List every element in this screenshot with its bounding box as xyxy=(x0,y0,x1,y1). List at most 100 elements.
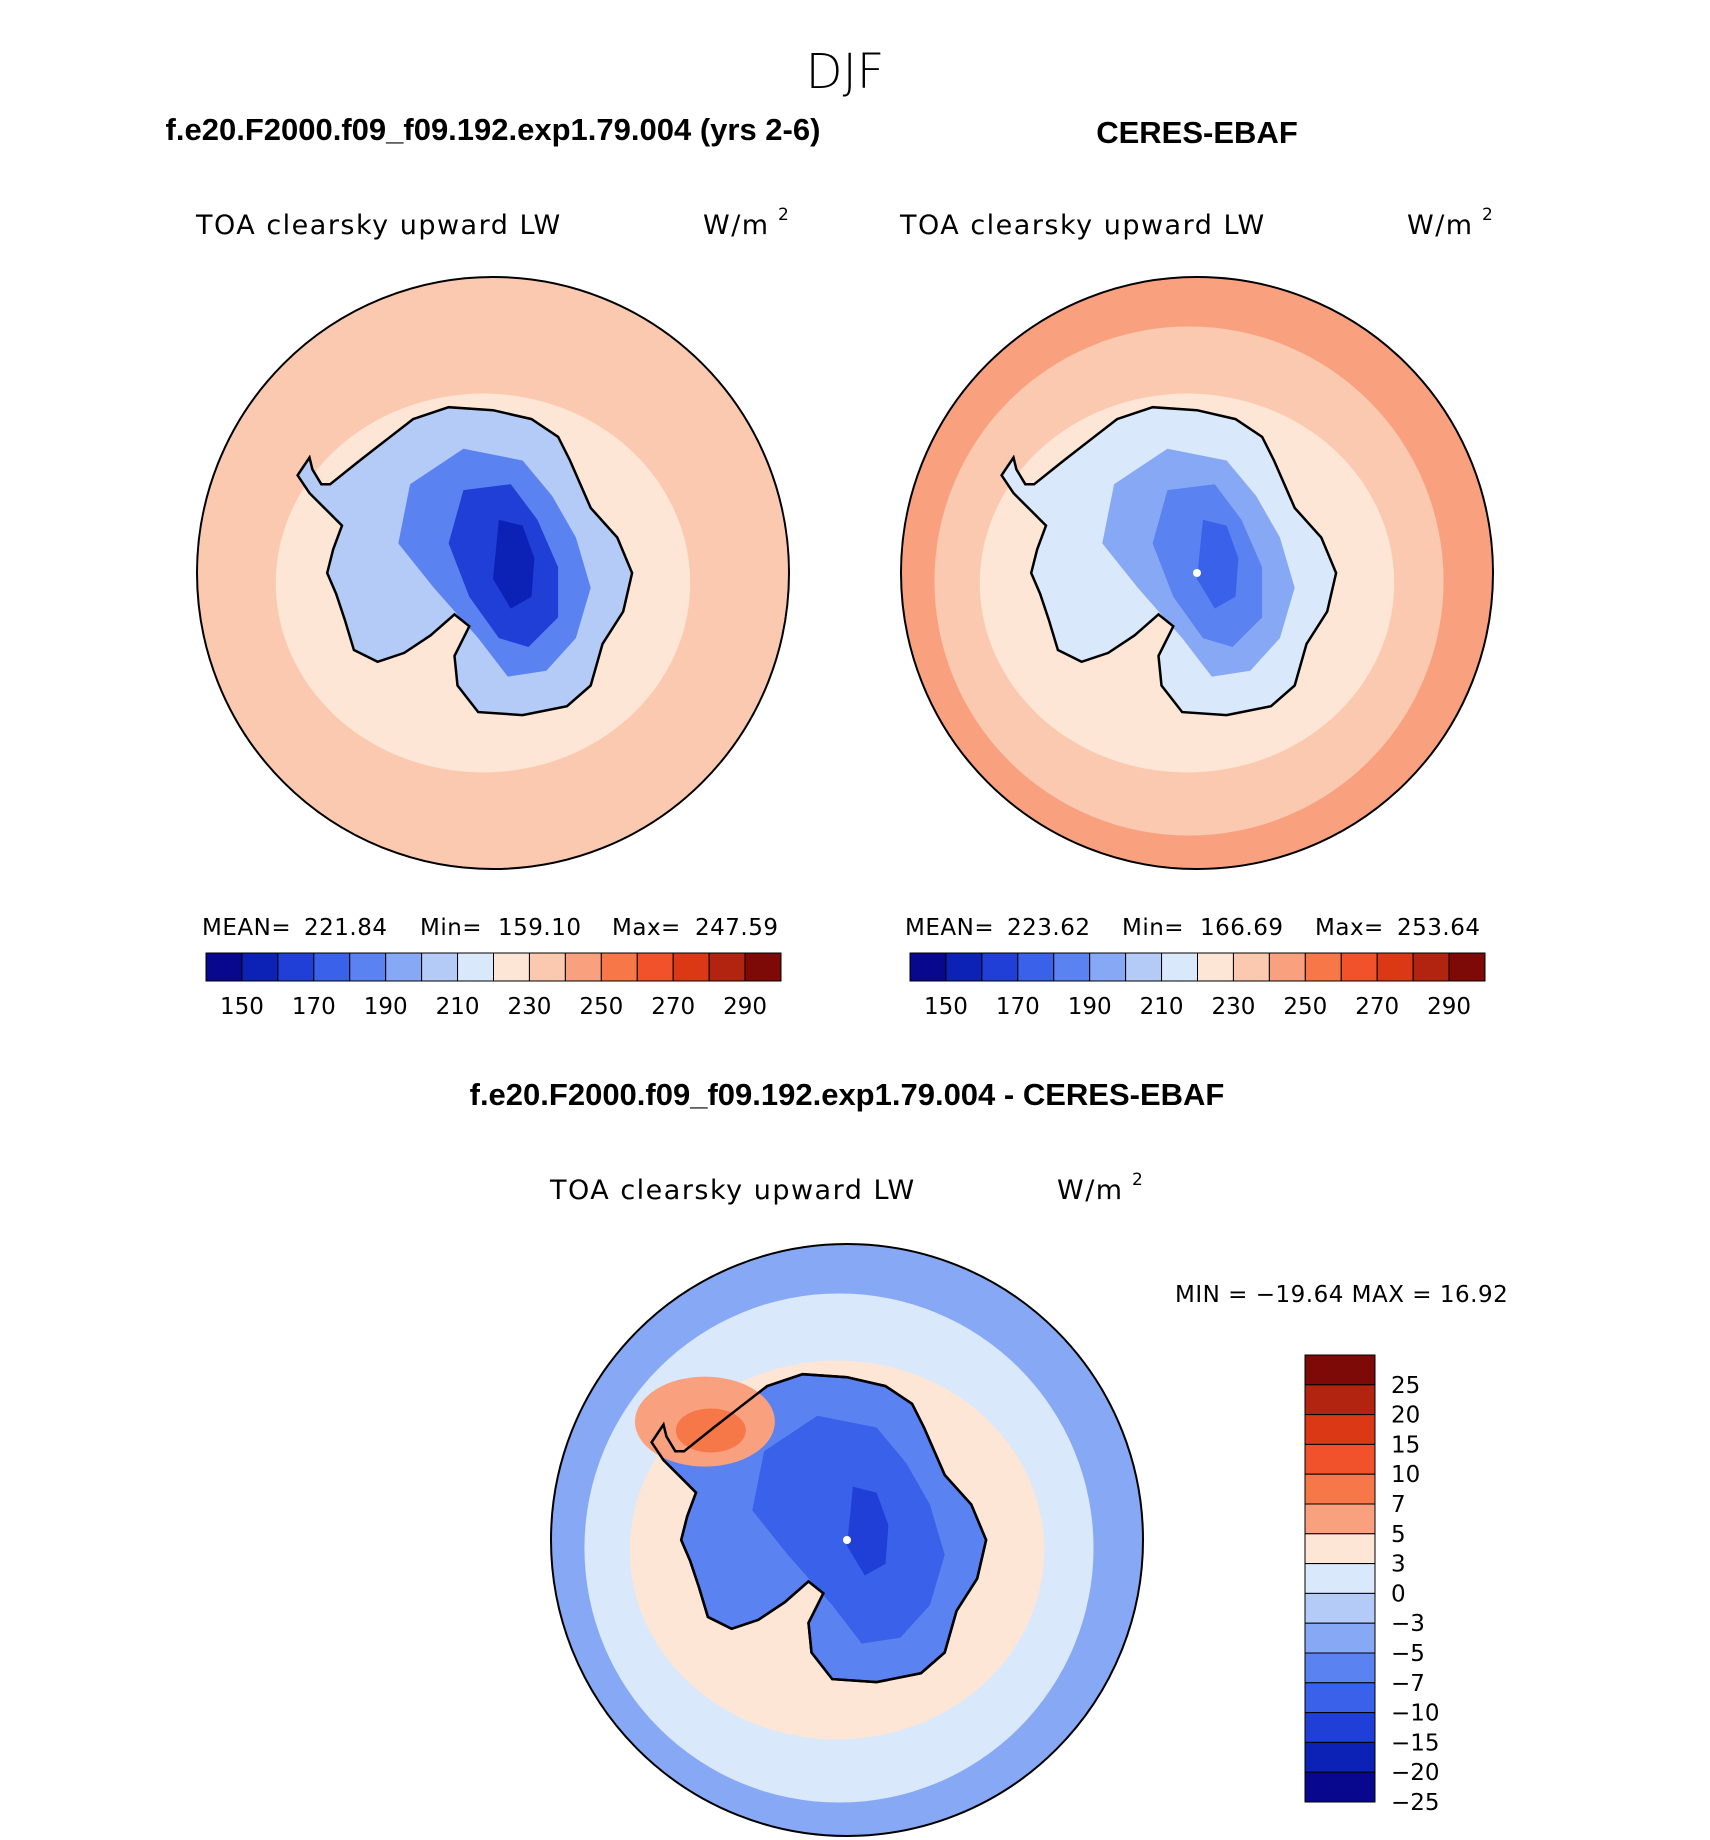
model-variable-label: TOA clearsky upward LW xyxy=(195,210,562,241)
model-colorbar-box xyxy=(457,952,494,982)
diff-colorbar: 25 20 15 10 7 5 3 0 −3 −5 −7 −10 −15 −20 −25 xyxy=(1304,1354,1440,1816)
obs-units-label: W/m xyxy=(1407,210,1474,241)
model-colorbar-box xyxy=(241,952,279,982)
model-min-label: Min= xyxy=(420,915,482,941)
obs-colorbar-box xyxy=(1089,952,1127,982)
obs-colorbar-tick-label: 270 xyxy=(1355,994,1399,1020)
diff-colorbar-box xyxy=(1304,1414,1376,1445)
model-antarctica-level-4 xyxy=(493,519,535,609)
obs-min-value: 166.69 xyxy=(1200,915,1283,941)
model-colorbar-tick-label: 230 xyxy=(507,994,551,1020)
diff-colorbar-tick-label: −25 xyxy=(1391,1790,1440,1816)
obs-pole-marker xyxy=(1193,569,1201,577)
model-colorbar-tick-label: 150 xyxy=(220,994,264,1020)
diff-colorbar-tick-label: 7 xyxy=(1391,1492,1406,1518)
obs-colorbar-box xyxy=(1053,952,1091,982)
obs-variable-label: TOA clearsky upward LW xyxy=(899,210,1266,241)
obs-colorbar-box xyxy=(1161,952,1198,982)
obs-map xyxy=(901,277,1493,869)
diff-colorbar-tick-label: −15 xyxy=(1391,1730,1440,1756)
model-panel-header: f.e20.F2000.f09_f09.192.exp1.79.004 (yrs… xyxy=(166,112,821,147)
model-colorbar-box xyxy=(564,952,602,982)
obs-antarctica-level-4 xyxy=(1197,519,1239,609)
model-min-value: 159.10 xyxy=(498,915,581,941)
obs-max-label: Max= xyxy=(1315,915,1384,941)
obs-stats: MEAN= 223.62 Min= 166.69 Max= 253.64 xyxy=(905,915,1480,941)
diff-colorbar-box xyxy=(1304,1682,1376,1714)
model-colorbar-box xyxy=(600,952,638,982)
model-colorbar-box xyxy=(708,952,746,982)
diff-colorbar-box xyxy=(1304,1771,1376,1803)
diff-colorbar-tick-label: 0 xyxy=(1391,1581,1406,1607)
model-colorbar-box xyxy=(421,952,459,982)
obs-colorbar-box xyxy=(1197,952,1234,982)
obs-colorbar-box xyxy=(1448,952,1486,982)
model-colorbar: 150 170 190 210 230 250 270 290 xyxy=(205,952,782,1020)
diff-units-superscript: 2 xyxy=(1132,1170,1143,1190)
model-units-superscript: 2 xyxy=(778,205,789,225)
model-max-label: Max= xyxy=(612,915,681,941)
diff-colorbar-box xyxy=(1304,1563,1376,1594)
diff-colorbar-tick-label: 25 xyxy=(1391,1373,1420,1399)
diff-colorbar-tick-label: −10 xyxy=(1391,1701,1440,1727)
obs-max-value: 253.64 xyxy=(1397,915,1480,941)
obs-colorbar: 150 170 190 210 230 250 270 290 xyxy=(909,952,1486,1020)
obs-mean-value: 223.62 xyxy=(1007,915,1090,941)
obs-colorbar-box xyxy=(1340,952,1378,982)
model-colorbar-box xyxy=(493,952,530,982)
model-colorbar-box xyxy=(205,952,243,982)
obs-colorbar-tick-label: 250 xyxy=(1283,994,1327,1020)
diff-colorbar-box xyxy=(1304,1503,1376,1535)
diff-map xyxy=(551,1244,1143,1836)
diff-colorbar-box xyxy=(1304,1473,1376,1505)
diff-colorbar-tick-label: 10 xyxy=(1391,1462,1420,1488)
diff-colorbar-tick-label: −20 xyxy=(1391,1760,1440,1786)
diff-colorbar-box xyxy=(1304,1443,1376,1475)
diff-colorbar-box xyxy=(1304,1592,1376,1624)
diff-colorbar-tick-label: 15 xyxy=(1391,1432,1420,1458)
diff-colorbar-box xyxy=(1304,1741,1376,1773)
obs-colorbar-box xyxy=(1304,952,1342,982)
model-mean-label: MEAN= xyxy=(202,915,291,941)
model-colorbar-tick-label: 270 xyxy=(651,994,695,1020)
diff-pole-marker xyxy=(843,1536,851,1544)
obs-colorbar-box xyxy=(909,952,947,982)
diff-colorbar-tick-label: −5 xyxy=(1391,1641,1425,1667)
diff-colorbar-box xyxy=(1304,1652,1376,1684)
model-colorbar-tick-label: 210 xyxy=(436,994,480,1020)
diff-antarctica-level-4 xyxy=(847,1486,889,1576)
model-colorbar-box xyxy=(672,952,710,982)
model-map xyxy=(197,277,789,869)
model-colorbar-box xyxy=(385,952,423,982)
obs-map-boundary xyxy=(900,276,1494,870)
obs-colorbar-tick-label: 290 xyxy=(1427,994,1471,1020)
model-colorbar-tick-label: 290 xyxy=(723,994,767,1020)
figure-title: DJF xyxy=(806,44,885,100)
diff-colorbar-box xyxy=(1304,1354,1376,1386)
obs-coastline xyxy=(1000,405,1338,717)
diff-colorbar-tick-label: −3 xyxy=(1391,1611,1425,1637)
obs-panel-header: CERES-EBAF xyxy=(1096,115,1298,150)
model-colorbar-tick-label: 190 xyxy=(364,994,408,1020)
diff-colorbar-box xyxy=(1304,1622,1376,1654)
obs-colorbar-box xyxy=(945,952,983,982)
obs-colorbar-box xyxy=(1017,952,1055,982)
diff-variable-label: TOA clearsky upward LW xyxy=(549,1175,916,1206)
diff-coastline-top xyxy=(650,1372,988,1684)
diff-colorbar-tick-label: 5 xyxy=(1391,1522,1406,1548)
diff-colorbar-box xyxy=(1304,1712,1376,1743)
model-stats: MEAN= 221.84 Min= 159.10 Max= 247.59 xyxy=(202,915,778,941)
obs-colorbar-box xyxy=(1268,952,1306,982)
obs-mean-label: MEAN= xyxy=(905,915,994,941)
model-units-label: W/m xyxy=(703,210,770,241)
model-colorbar-box xyxy=(349,952,387,982)
model-max-value: 247.59 xyxy=(695,915,778,941)
obs-colorbar-box xyxy=(981,952,1019,982)
model-map-boundary xyxy=(196,276,790,870)
obs-colorbar-box xyxy=(1376,952,1414,982)
model-colorbar-box xyxy=(636,952,674,982)
diff-colorbar-box xyxy=(1304,1384,1376,1416)
diff-colorbar-box xyxy=(1304,1533,1376,1565)
obs-colorbar-tick-label: 230 xyxy=(1211,994,1255,1020)
diff-panel-header: f.e20.F2000.f09_f09.192.exp1.79.004 - CE… xyxy=(470,1077,1225,1112)
